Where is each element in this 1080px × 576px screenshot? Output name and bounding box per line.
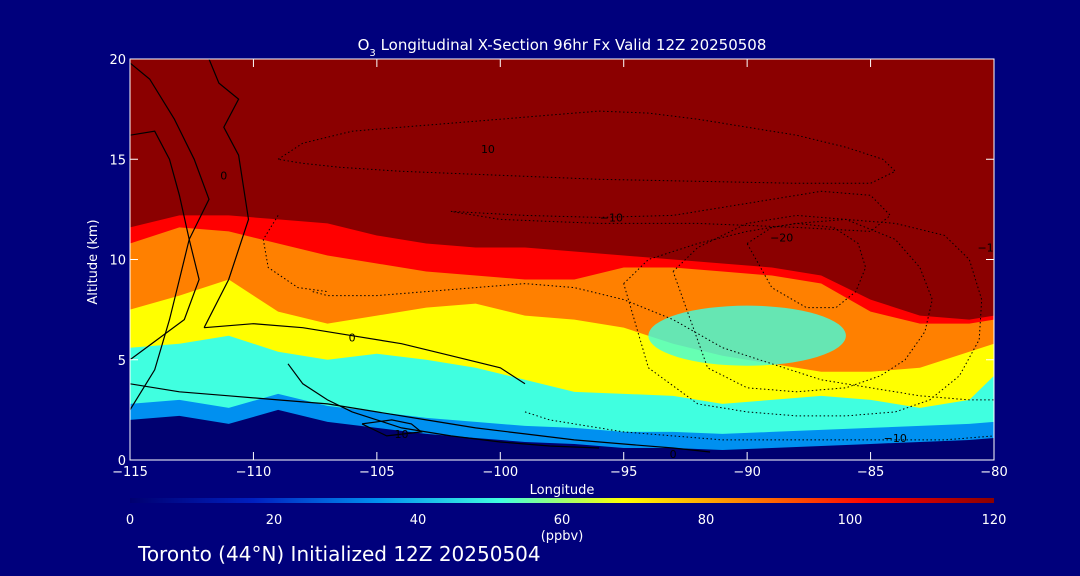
colorbar-ticks: 0 20 40 60 80 100 120 bbox=[126, 513, 1007, 528]
colorbar-unit-label: (ppbv) bbox=[541, 529, 584, 544]
contour-label-3: −10 bbox=[977, 241, 1000, 254]
colorbar-tick-label: 120 bbox=[982, 513, 1007, 528]
x-tick-label: −85 bbox=[857, 465, 884, 480]
x-tick-label: −100 bbox=[482, 465, 518, 480]
y-axis: 0 5 10 15 20 bbox=[109, 53, 994, 469]
field-surface-low bbox=[130, 409, 994, 460]
colorbar bbox=[130, 498, 994, 503]
contour-line-14 bbox=[524, 411, 994, 441]
title-species: O bbox=[358, 36, 370, 54]
contour-label-5: 10 bbox=[395, 428, 409, 441]
x-axis: −115 −110 −105 −100 −95 −90 −85 −80 bbox=[112, 59, 1008, 480]
y-tick-label: 5 bbox=[118, 354, 126, 369]
x-tick-label: −90 bbox=[733, 465, 760, 480]
y-tick-label: 0 bbox=[118, 454, 126, 469]
ozone-contour-fill bbox=[130, 59, 994, 460]
contour-line-8 bbox=[450, 190, 892, 232]
contour-line-5 bbox=[287, 363, 600, 449]
contour-label-2: −20 bbox=[770, 231, 793, 244]
x-tick-label: −110 bbox=[236, 465, 272, 480]
contour-line-10 bbox=[672, 214, 933, 393]
title-subscript: 3 bbox=[369, 48, 375, 59]
colorbar-tick-label: 100 bbox=[838, 513, 863, 528]
field-clean-pocket bbox=[648, 305, 846, 366]
contour-line-7 bbox=[277, 110, 897, 184]
chart-title: O3 Longitudinal X-Section 96hr Fx Valid … bbox=[358, 36, 767, 59]
x-tick-label: −105 bbox=[359, 465, 395, 480]
contour-line-4 bbox=[130, 383, 711, 453]
contour-line-2 bbox=[203, 59, 250, 328]
colorbar-tick-label: 60 bbox=[554, 513, 571, 528]
title-description: Longitudinal X-Section 96hr Fx Valid 12Z… bbox=[376, 36, 767, 54]
contour-label-1: −10 bbox=[600, 211, 623, 224]
contour-lines: 10 −10 −20 −10 0 10 0 −10 0 bbox=[130, 59, 1000, 461]
contour-label-7: −10 bbox=[884, 432, 907, 445]
colorbar-tick-label: 80 bbox=[698, 513, 715, 528]
contour-line-9 bbox=[746, 222, 867, 309]
x-tick-label: −115 bbox=[112, 465, 148, 480]
colorbar-tick-label: 20 bbox=[266, 513, 283, 528]
contour-line-3 bbox=[204, 323, 526, 385]
colorbar-tick-label: 0 bbox=[126, 513, 134, 528]
y-axis-label: Altitude (km) bbox=[86, 219, 101, 304]
station-info-text: Toronto (44°N) Initialized 12Z 20250504 bbox=[138, 542, 541, 566]
contour-line-13 bbox=[262, 215, 328, 293]
y-tick-label: 15 bbox=[109, 153, 126, 168]
x-tick-label: −80 bbox=[980, 465, 1007, 480]
y-tick-label: 10 bbox=[109, 254, 126, 269]
contour-label-0: 10 bbox=[481, 143, 495, 156]
x-tick-label: −95 bbox=[610, 465, 637, 480]
x-axis-label: Longitude bbox=[530, 483, 595, 498]
colorbar-tick-label: 40 bbox=[410, 513, 427, 528]
contour-line-12 bbox=[312, 283, 994, 401]
contour-line-0 bbox=[130, 62, 210, 411]
y-tick-label: 20 bbox=[109, 53, 126, 68]
contour-label-6: 0 bbox=[220, 169, 227, 182]
contour-line-1 bbox=[130, 130, 200, 361]
contour-label-4: 0 bbox=[349, 332, 356, 345]
contour-line-6 bbox=[361, 419, 423, 437]
contour-label-8: 0 bbox=[670, 448, 677, 461]
